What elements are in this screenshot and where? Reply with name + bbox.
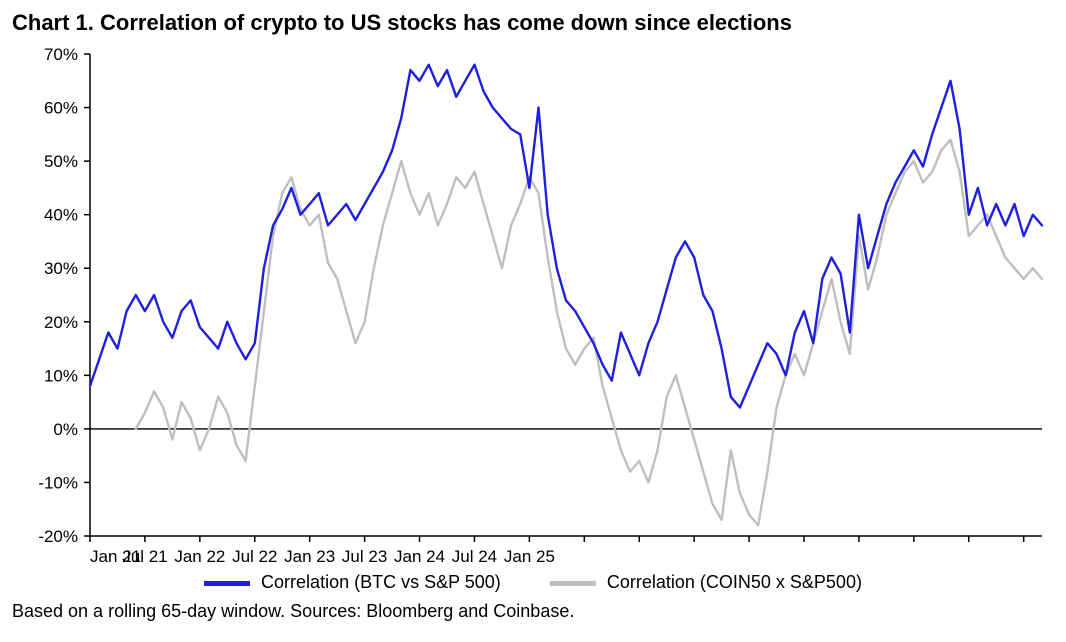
legend-item-btc: Correlation (BTC vs S&P 500)	[204, 572, 501, 593]
chart-title: Chart 1. Correlation of crypto to US sto…	[12, 10, 1054, 36]
y-tick-label: 50%	[44, 152, 78, 171]
y-tick-label: 0%	[53, 420, 78, 439]
legend-swatch-btc	[204, 581, 250, 586]
x-tick-label: Jul 22	[232, 547, 277, 566]
chart-area: 70%60%50%40%30%20%10%0%-10%-20%Jan 21Jul…	[12, 42, 1052, 570]
x-tick-label: Jan 24	[394, 547, 445, 566]
x-tick-label: Jul 24	[452, 547, 497, 566]
y-tick-label: 30%	[44, 259, 78, 278]
legend-swatch-coin50	[550, 581, 596, 586]
x-tick-label: Jan 25	[504, 547, 555, 566]
legend-label-btc: Correlation (BTC vs S&P 500)	[261, 572, 501, 592]
x-tick-label: Jan 22	[174, 547, 225, 566]
chart-svg: 70%60%50%40%30%20%10%0%-10%-20%Jan 21Jul…	[12, 42, 1052, 570]
y-tick-label: 10%	[44, 366, 78, 385]
x-tick-label: Jan 23	[284, 547, 335, 566]
y-tick-label: 40%	[44, 206, 78, 225]
y-tick-label: 20%	[44, 313, 78, 332]
x-tick-label: Jul 21	[122, 547, 167, 566]
chart-footnote: Based on a rolling 65-day window. Source…	[12, 601, 1054, 622]
legend-item-coin50: Correlation (COIN50 x S&P500)	[550, 572, 862, 593]
chart-page: Chart 1. Correlation of crypto to US sto…	[0, 0, 1066, 642]
y-tick-label: -20%	[38, 527, 78, 546]
y-tick-label: -10%	[38, 473, 78, 492]
y-tick-label: 70%	[44, 45, 78, 64]
legend: Correlation (BTC vs S&P 500) Correlation…	[12, 572, 1054, 593]
legend-label-coin50: Correlation (COIN50 x S&P500)	[607, 572, 862, 592]
x-tick-label: Jul 23	[342, 547, 387, 566]
y-tick-label: 60%	[44, 99, 78, 118]
